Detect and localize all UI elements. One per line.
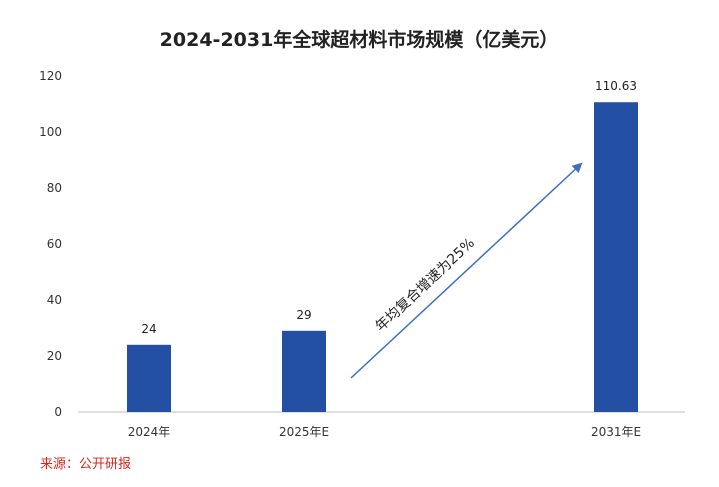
- data-label: 110.63: [595, 79, 637, 93]
- growth-arrow: [350, 162, 583, 379]
- bar: [594, 102, 638, 413]
- y-tick-label: 0: [54, 405, 62, 419]
- chart-title: 2024-2031年全球超材料市场规模（亿美元）: [160, 28, 559, 51]
- y-axis: 0 20 40 60 80 100 120: [39, 69, 62, 419]
- source-note: 来源：公开研报: [40, 457, 132, 472]
- y-tick-label: 80: [47, 181, 62, 195]
- x-tick-label: 2031年E: [591, 425, 641, 439]
- y-tick-label: 20: [47, 349, 62, 363]
- bar: [282, 330, 326, 412]
- x-axis: 2024年 2025年E 2031年E: [128, 425, 641, 439]
- x-tick-label: 2025年E: [279, 425, 329, 439]
- y-tick-label: 40: [47, 293, 62, 307]
- x-tick-label: 2024年: [128, 425, 171, 439]
- y-tick-label: 120: [39, 69, 62, 83]
- data-label: 29: [296, 308, 311, 322]
- y-tick-label: 100: [39, 125, 62, 139]
- bars-group: 24 29 110.63: [127, 79, 638, 413]
- data-label: 24: [141, 322, 156, 336]
- bar: [127, 344, 171, 412]
- y-tick-label: 60: [47, 237, 62, 251]
- growth-annotation: 年均复合增速为25%: [372, 234, 478, 334]
